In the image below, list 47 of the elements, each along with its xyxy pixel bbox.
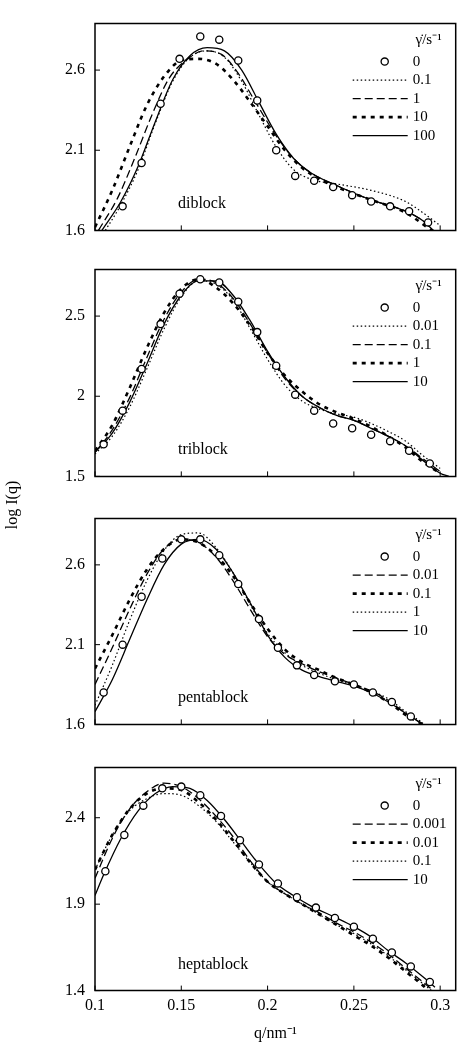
legend-label: 1 <box>412 89 421 106</box>
legend-label: 0 <box>412 52 421 69</box>
legend-title: γ̇/s⁻¹ <box>414 276 442 293</box>
legend-label: 0.01 <box>412 317 439 334</box>
y-tick-label: 2.1 <box>65 140 85 158</box>
y-tick-label: 1.6 <box>65 220 85 238</box>
annotation: diblock <box>177 194 226 212</box>
legend-label: 0.001 <box>412 815 447 832</box>
legend-label: 10 <box>412 870 428 887</box>
legend-label: 100 <box>412 126 436 143</box>
y-axis-title: log I(q) <box>3 479 21 532</box>
legend-title: γ̇/s⁻¹ <box>414 774 442 791</box>
y-tick-label: 2.4 <box>65 807 85 825</box>
legend-title: γ̇/s⁻¹ <box>414 525 442 542</box>
x-tick-label: 0.3 <box>430 996 451 1014</box>
x-tick-label: 0.2 <box>257 996 278 1014</box>
y-tick-label: 2.6 <box>65 60 85 78</box>
y-tick-label: 1.6 <box>65 714 85 732</box>
y-tick-label: 1.4 <box>65 980 85 998</box>
legend-label: 10 <box>412 108 428 125</box>
x-tick-label: 0.25 <box>339 996 368 1014</box>
y-tick-label: 2 <box>77 386 85 404</box>
legend-title: γ̇/s⁻¹ <box>414 30 442 47</box>
y-tick-label: 2.1 <box>65 634 85 652</box>
legend-label: 10 <box>412 621 428 638</box>
annotation: triblock <box>177 440 228 458</box>
y-tick-label: 2.5 <box>65 306 85 324</box>
legend-label: 0.1 <box>412 852 432 869</box>
legend-label: 0.01 <box>412 566 439 583</box>
legend-label: 0 <box>412 796 421 813</box>
legend-label: 1 <box>412 603 421 620</box>
legend-label: 0.01 <box>412 833 439 850</box>
legend-label: 0 <box>412 547 421 564</box>
legend-label: 0.1 <box>412 584 432 601</box>
legend-label: 0 <box>412 298 421 315</box>
legend-label: 1 <box>412 354 421 371</box>
legend-label: 10 <box>412 372 428 389</box>
annotation: heptablock <box>177 954 249 973</box>
x-tick-label: 0.15 <box>167 996 196 1014</box>
y-tick-label: 1.5 <box>65 466 85 484</box>
y-tick-label: 2.6 <box>65 555 85 573</box>
legend-label: 0.1 <box>412 335 432 352</box>
x-tick-label: 0.1 <box>85 996 105 1014</box>
annotation: pentablock <box>177 688 249 707</box>
legend-label: 0.1 <box>412 71 432 88</box>
y-tick-label: 1.9 <box>65 894 85 912</box>
x-axis-title: q/nm⁻¹ <box>254 1023 297 1042</box>
